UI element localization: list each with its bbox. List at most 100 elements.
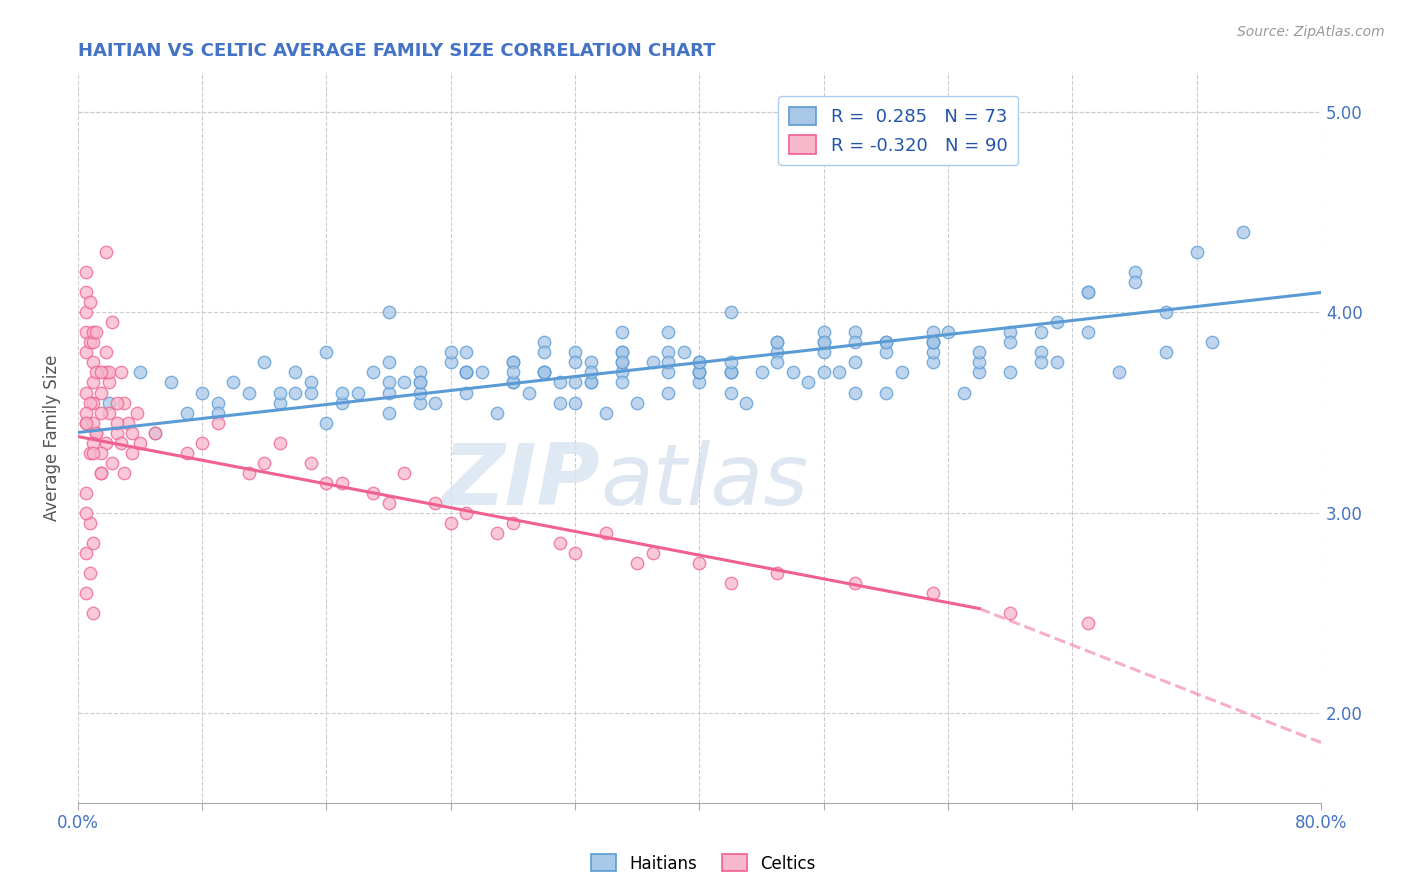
Point bbox=[176, 445, 198, 459]
Point bbox=[94, 245, 117, 260]
Point bbox=[1154, 345, 1177, 359]
Point bbox=[1123, 276, 1146, 290]
Point bbox=[688, 355, 710, 369]
Point bbox=[207, 405, 229, 419]
Point bbox=[191, 385, 214, 400]
Point bbox=[315, 416, 337, 430]
Point bbox=[952, 385, 974, 400]
Point bbox=[145, 425, 167, 440]
Point bbox=[1108, 366, 1130, 380]
Point bbox=[657, 385, 679, 400]
Point bbox=[79, 335, 101, 350]
Point bbox=[797, 376, 820, 390]
Point bbox=[720, 366, 742, 380]
Point bbox=[456, 345, 478, 359]
Point bbox=[502, 516, 524, 530]
Point bbox=[967, 345, 990, 359]
Point bbox=[269, 385, 291, 400]
Point bbox=[90, 466, 112, 480]
Point bbox=[86, 425, 108, 440]
Point bbox=[377, 376, 399, 390]
Point bbox=[720, 305, 742, 319]
Point bbox=[517, 385, 540, 400]
Point bbox=[766, 566, 789, 580]
Point bbox=[253, 456, 276, 470]
Point bbox=[299, 376, 322, 390]
Point bbox=[86, 366, 108, 380]
Point bbox=[936, 326, 959, 340]
Point bbox=[875, 335, 897, 350]
Point bbox=[921, 355, 943, 369]
Point bbox=[79, 445, 101, 459]
Point bbox=[377, 405, 399, 419]
Point bbox=[921, 345, 943, 359]
Point bbox=[688, 366, 710, 380]
Point bbox=[564, 355, 586, 369]
Point bbox=[112, 466, 135, 480]
Point bbox=[75, 326, 97, 340]
Point bbox=[392, 376, 415, 390]
Point bbox=[191, 435, 214, 450]
Point bbox=[875, 345, 897, 359]
Point bbox=[1000, 606, 1022, 620]
Point bbox=[330, 385, 353, 400]
Point bbox=[440, 345, 463, 359]
Point bbox=[79, 395, 101, 409]
Point bbox=[502, 355, 524, 369]
Point bbox=[626, 556, 648, 570]
Point bbox=[129, 366, 152, 380]
Point bbox=[890, 366, 912, 380]
Point bbox=[921, 585, 943, 599]
Point bbox=[641, 545, 664, 559]
Point bbox=[90, 385, 112, 400]
Point bbox=[82, 606, 104, 620]
Point bbox=[105, 425, 128, 440]
Point bbox=[176, 405, 198, 419]
Point bbox=[207, 416, 229, 430]
Point bbox=[1031, 326, 1053, 340]
Point bbox=[90, 445, 112, 459]
Point bbox=[844, 575, 866, 590]
Point bbox=[610, 366, 633, 380]
Point bbox=[828, 366, 851, 380]
Point bbox=[409, 366, 432, 380]
Point bbox=[486, 405, 509, 419]
Point bbox=[1077, 285, 1099, 300]
Point bbox=[456, 506, 478, 520]
Point bbox=[377, 495, 399, 509]
Point bbox=[579, 355, 602, 369]
Point bbox=[1123, 265, 1146, 279]
Point bbox=[610, 355, 633, 369]
Point bbox=[79, 516, 101, 530]
Point bbox=[82, 326, 104, 340]
Point bbox=[766, 335, 789, 350]
Point bbox=[766, 345, 789, 359]
Point bbox=[548, 376, 571, 390]
Point bbox=[121, 445, 143, 459]
Point bbox=[299, 385, 322, 400]
Point bbox=[97, 405, 120, 419]
Point bbox=[125, 405, 148, 419]
Point bbox=[90, 366, 112, 380]
Point bbox=[579, 376, 602, 390]
Point bbox=[1000, 366, 1022, 380]
Point bbox=[346, 385, 368, 400]
Point bbox=[813, 326, 835, 340]
Point bbox=[94, 345, 117, 359]
Point bbox=[502, 366, 524, 380]
Point bbox=[766, 355, 789, 369]
Text: ZIP: ZIP bbox=[443, 440, 600, 523]
Point bbox=[1031, 355, 1053, 369]
Point bbox=[967, 355, 990, 369]
Point bbox=[688, 355, 710, 369]
Point bbox=[238, 385, 260, 400]
Point bbox=[75, 285, 97, 300]
Point bbox=[626, 395, 648, 409]
Point bbox=[751, 366, 773, 380]
Point bbox=[377, 305, 399, 319]
Point bbox=[284, 366, 307, 380]
Point bbox=[610, 326, 633, 340]
Point bbox=[105, 416, 128, 430]
Point bbox=[533, 335, 555, 350]
Point bbox=[330, 395, 353, 409]
